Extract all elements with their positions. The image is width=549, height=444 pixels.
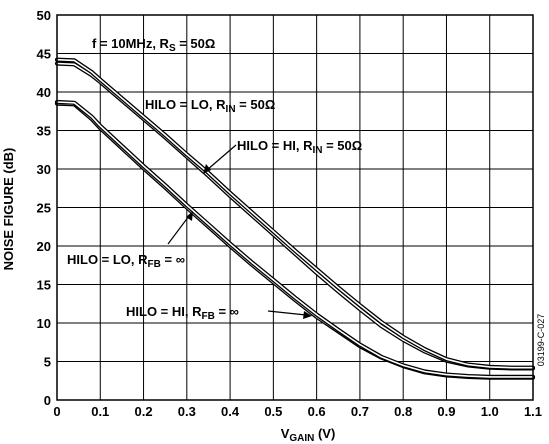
grid-lines — [56, 14, 534, 401]
series-label-hi-rfb: HILO = HI, RFB = ∞ — [126, 304, 239, 322]
leader-hi-rin — [206, 144, 237, 171]
condition-annotation: f = 10MHz, RS = 50Ω — [92, 36, 215, 54]
arrowhead-hi-rin — [203, 164, 211, 174]
series-line-outer — [54, 57, 536, 370]
series-label-lo-rfb: HILO = LO, RFB = ∞ — [67, 252, 185, 270]
x-tick-label: 1.1 — [524, 404, 542, 419]
x-axis-label-main: V — [281, 426, 290, 441]
x-tick-label: 0.7 — [351, 404, 369, 419]
x-tick-label: 0.3 — [178, 404, 196, 419]
x-axis-label-sub: GAIN — [289, 433, 314, 444]
series-label-lo-rin: HILO = LO, RIN = 50Ω — [145, 97, 275, 115]
series-line-1 — [54, 57, 536, 370]
arrowhead-lo-rfb — [186, 211, 193, 221]
series-label-hi-rin: HILO = HI, RIN = 50Ω — [237, 138, 362, 156]
y-tick-label: 10 — [37, 316, 51, 331]
y-tick-label: 5 — [44, 355, 51, 370]
y-tick-label: 25 — [37, 201, 51, 216]
x-tick-labels: 0 0.1 0.2 0.3 0.4 0.5 0.6 0.7 0.8 0.9 1.0 1.1 — [53, 404, 542, 419]
y-tick-label: 50 — [37, 8, 51, 23]
x-tick-label: 0.2 — [135, 404, 153, 419]
y-tick-label: 45 — [37, 47, 51, 62]
y-tick-label: 20 — [37, 239, 51, 254]
x-tick-label: 0.8 — [394, 404, 412, 419]
leader-lo-rfb — [167, 215, 190, 245]
x-axis-label-suffix: (V) — [314, 426, 335, 441]
y-tick-label: 30 — [37, 162, 51, 177]
x-axis-label: VGAIN (V) — [281, 426, 336, 444]
series-line-inner — [56, 101, 534, 378]
series-line-3 — [54, 99, 536, 379]
arrowhead-hi-rfb — [303, 311, 312, 319]
x-tick-label: 0.4 — [221, 404, 240, 419]
x-tick-label: 0.6 — [308, 404, 326, 419]
leader-hi-rfb — [267, 310, 307, 316]
figure-code: 03199-C-027 — [536, 314, 546, 367]
x-tick-label: 0.5 — [264, 404, 282, 419]
x-tick-label: 0.1 — [91, 404, 109, 419]
y-tick-label: 35 — [37, 124, 51, 139]
x-tick-label: 1.0 — [481, 404, 499, 419]
x-tick-label: 0 — [53, 404, 60, 419]
y-tick-label: 40 — [37, 85, 51, 100]
y-tick-label: 0 — [44, 393, 51, 408]
data-curves — [54, 57, 536, 380]
y-tick-labels: 0 5 10 15 20 25 30 35 40 45 50 — [37, 8, 51, 408]
x-tick-label: 0.9 — [437, 404, 455, 419]
series-line-inner — [56, 58, 534, 369]
y-axis-label: NOISE FIGURE (dB) — [1, 148, 16, 271]
plot-frame — [56, 14, 534, 401]
label-leaders — [167, 144, 312, 319]
y-tick-label: 15 — [37, 278, 51, 293]
